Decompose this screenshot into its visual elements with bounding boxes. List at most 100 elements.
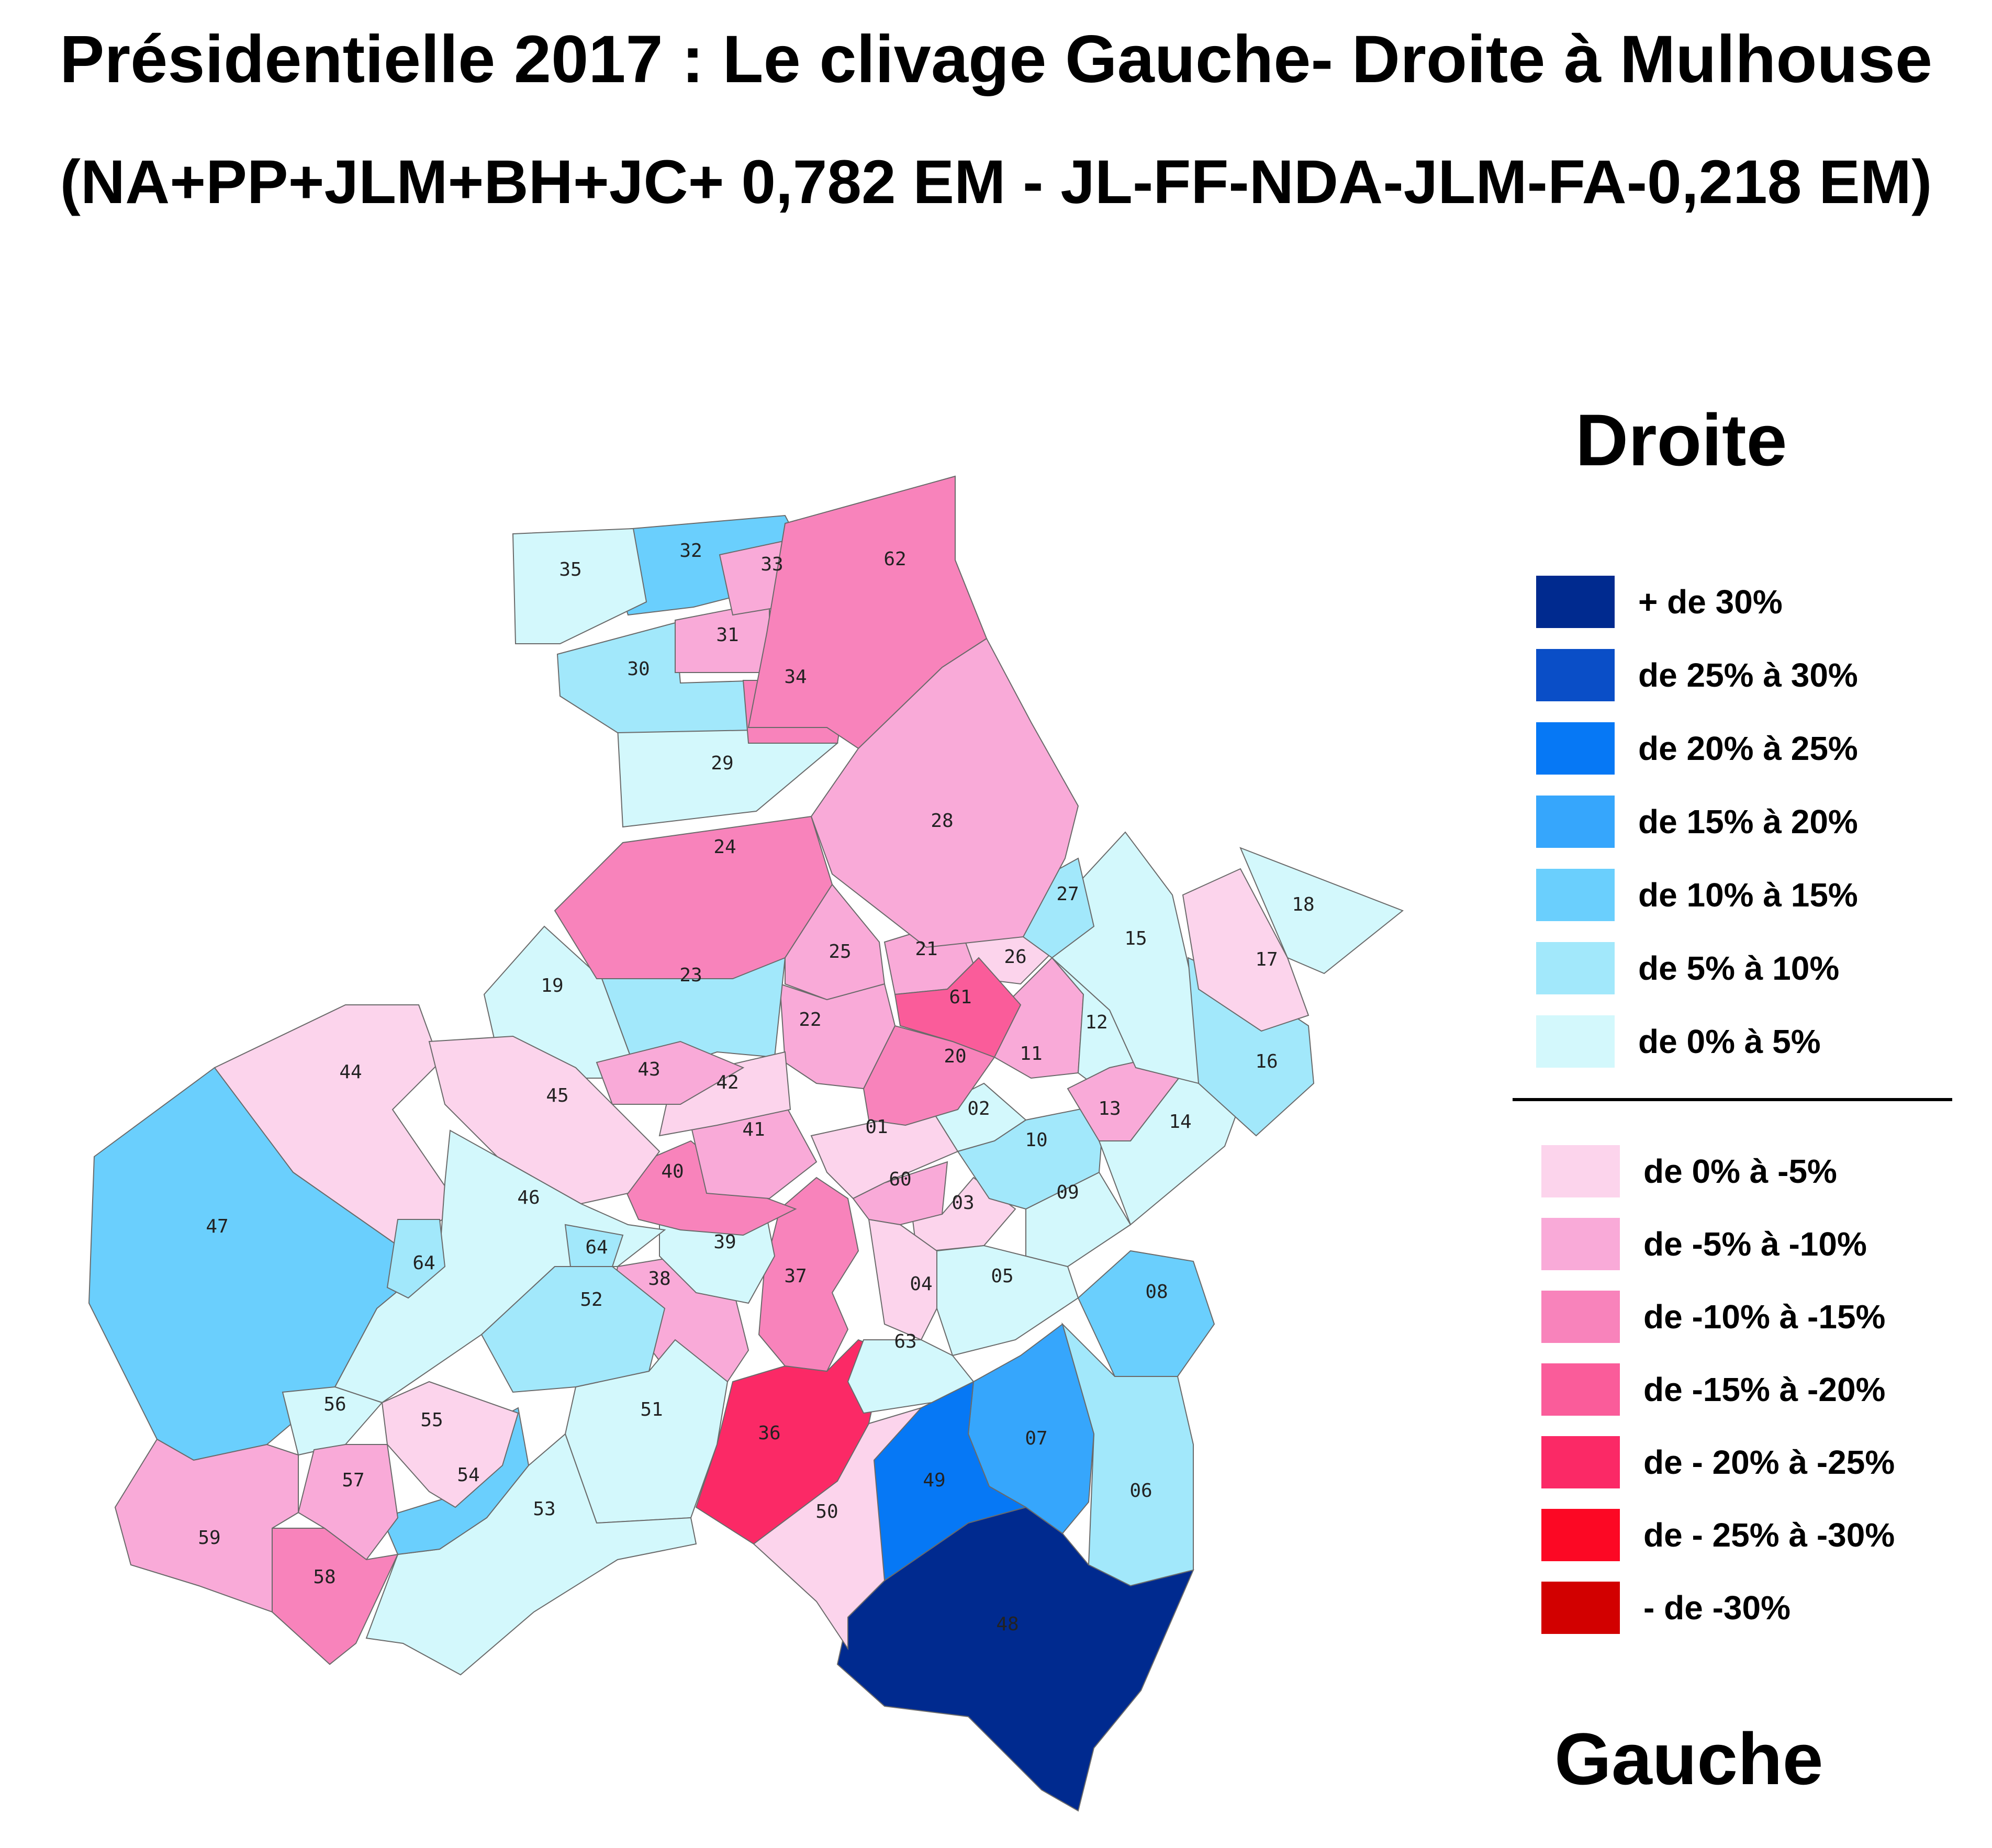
district-35 [512, 528, 647, 644]
legend-label: de - 20% à -25% [1643, 1443, 1895, 1481]
legend-heading-droite: Droite [1575, 399, 1787, 481]
map-title: Présidentielle 2017 : Le clivage Gauche-… [59, 22, 1933, 97]
district-label-57: 57 [342, 1470, 364, 1491]
district-50 [753, 1407, 923, 1651]
district-37 [758, 1177, 859, 1372]
district-label-54: 54 [457, 1464, 479, 1486]
district-label-39: 39 [713, 1231, 736, 1253]
legend-swatch [1541, 1291, 1620, 1343]
legend-swatch [1541, 1145, 1620, 1197]
district-label-02: 02 [967, 1098, 990, 1119]
legend-swatch [1536, 942, 1615, 994]
district-64 [386, 1219, 446, 1299]
district-label-58: 58 [313, 1566, 335, 1588]
legend-swatch [1536, 649, 1615, 701]
district-47 [88, 1067, 441, 1461]
district-label-53: 53 [533, 1498, 555, 1520]
district-label-17: 17 [1255, 949, 1278, 970]
district-label-62: 62 [883, 548, 906, 570]
district-label-60: 60 [889, 1169, 911, 1190]
district-label-56: 56 [323, 1394, 346, 1415]
district-label-30: 30 [627, 658, 650, 680]
district-label-59: 59 [198, 1527, 220, 1549]
legend-item: de -15% à -20% [1541, 1363, 1885, 1416]
district-label-13: 13 [1098, 1098, 1121, 1119]
district-18 [1239, 847, 1404, 975]
district-label-24: 24 [713, 836, 736, 858]
legend-label: de 0% à 5% [1638, 1023, 1821, 1060]
legend-label: de 15% à 20% [1638, 803, 1858, 841]
district-label-27: 27 [1056, 883, 1079, 905]
district-label-21: 21 [915, 938, 937, 960]
district-55 [381, 1381, 519, 1508]
legend-label: de -10% à -15% [1643, 1298, 1886, 1336]
district-label-10: 10 [1025, 1129, 1047, 1151]
legend-item: - de -30% [1541, 1582, 1790, 1634]
district-25 [785, 883, 886, 1001]
district-label-50: 50 [815, 1501, 838, 1522]
district-label-49: 49 [923, 1470, 945, 1491]
district-label-26: 26 [1004, 946, 1026, 968]
legend-label: - de -30% [1643, 1589, 1790, 1627]
district-label-03: 03 [952, 1192, 974, 1214]
district-17 [1182, 868, 1310, 1032]
legend-label: de 0% à -5% [1643, 1152, 1837, 1190]
district-label-37: 37 [784, 1265, 807, 1287]
districts-layer [88, 475, 1404, 1812]
district-label-51: 51 [640, 1399, 663, 1420]
legend-swatch [1536, 576, 1615, 628]
legend-swatch [1541, 1509, 1620, 1561]
district-label-55: 55 [420, 1409, 443, 1431]
district-label-31: 31 [716, 624, 738, 646]
district-label-38: 38 [648, 1268, 670, 1290]
district-52 [480, 1266, 666, 1393]
legend-label: de -15% à -20% [1643, 1371, 1886, 1408]
legend-item: de -10% à -15% [1541, 1291, 1885, 1343]
legend-label: + de 30% [1638, 583, 1783, 621]
legend-item: de 10% à 15% [1536, 869, 1858, 921]
legend-item: de - 20% à -25% [1541, 1436, 1895, 1488]
district-label-46: 46 [517, 1187, 540, 1208]
legend-swatch [1541, 1582, 1620, 1634]
map-subtitle-formula: (NA+PP+JLM+BH+JC+ 0,782 EM - JL-FF-NDA-J… [60, 148, 1932, 217]
legend-label: de 20% à 25% [1638, 730, 1858, 767]
district-label-05: 05 [991, 1265, 1013, 1287]
district-08 [1077, 1250, 1215, 1377]
legend-heading-gauche: Gauche [1554, 1718, 1823, 1800]
district-label-41: 41 [742, 1119, 765, 1140]
district-label-11: 11 [1020, 1043, 1042, 1065]
district-label-06: 06 [1129, 1480, 1152, 1502]
district-label-12: 12 [1085, 1012, 1107, 1033]
legend-label: de 25% à 30% [1638, 656, 1858, 694]
legend-swatch [1536, 722, 1615, 775]
district-label-61: 61 [949, 987, 971, 1008]
district-label-64: 64 [585, 1237, 608, 1258]
legend-swatch [1536, 796, 1615, 848]
district-label-09: 09 [1056, 1182, 1079, 1203]
legend-swatch [1536, 869, 1615, 921]
legend-item: de 0% à 5% [1536, 1015, 1821, 1068]
district-label-25: 25 [829, 941, 851, 962]
legend-item: de 5% à 10% [1536, 942, 1839, 994]
district-label-45: 45 [546, 1085, 568, 1106]
district-label-43: 43 [637, 1059, 660, 1080]
district-62 [747, 475, 988, 749]
district-label-33: 33 [760, 554, 783, 575]
district-label-64: 64 [412, 1252, 435, 1274]
legend-swatch [1541, 1363, 1620, 1416]
district-label-52: 52 [580, 1289, 602, 1311]
district-label-15: 15 [1124, 928, 1147, 949]
district-64 [564, 1224, 624, 1267]
legend-label: de 10% à 15% [1638, 876, 1858, 914]
district-label-19: 19 [541, 975, 563, 996]
district-20 [863, 1025, 995, 1126]
district-label-32: 32 [679, 540, 702, 562]
district-56 [282, 1386, 383, 1456]
legend-item: de 15% à 20% [1536, 796, 1858, 848]
district-label-35: 35 [559, 559, 581, 580]
district-label-34: 34 [784, 666, 807, 688]
district-label-23: 23 [679, 965, 702, 986]
district-label-40: 40 [661, 1161, 684, 1182]
legend-swatch [1541, 1218, 1620, 1270]
